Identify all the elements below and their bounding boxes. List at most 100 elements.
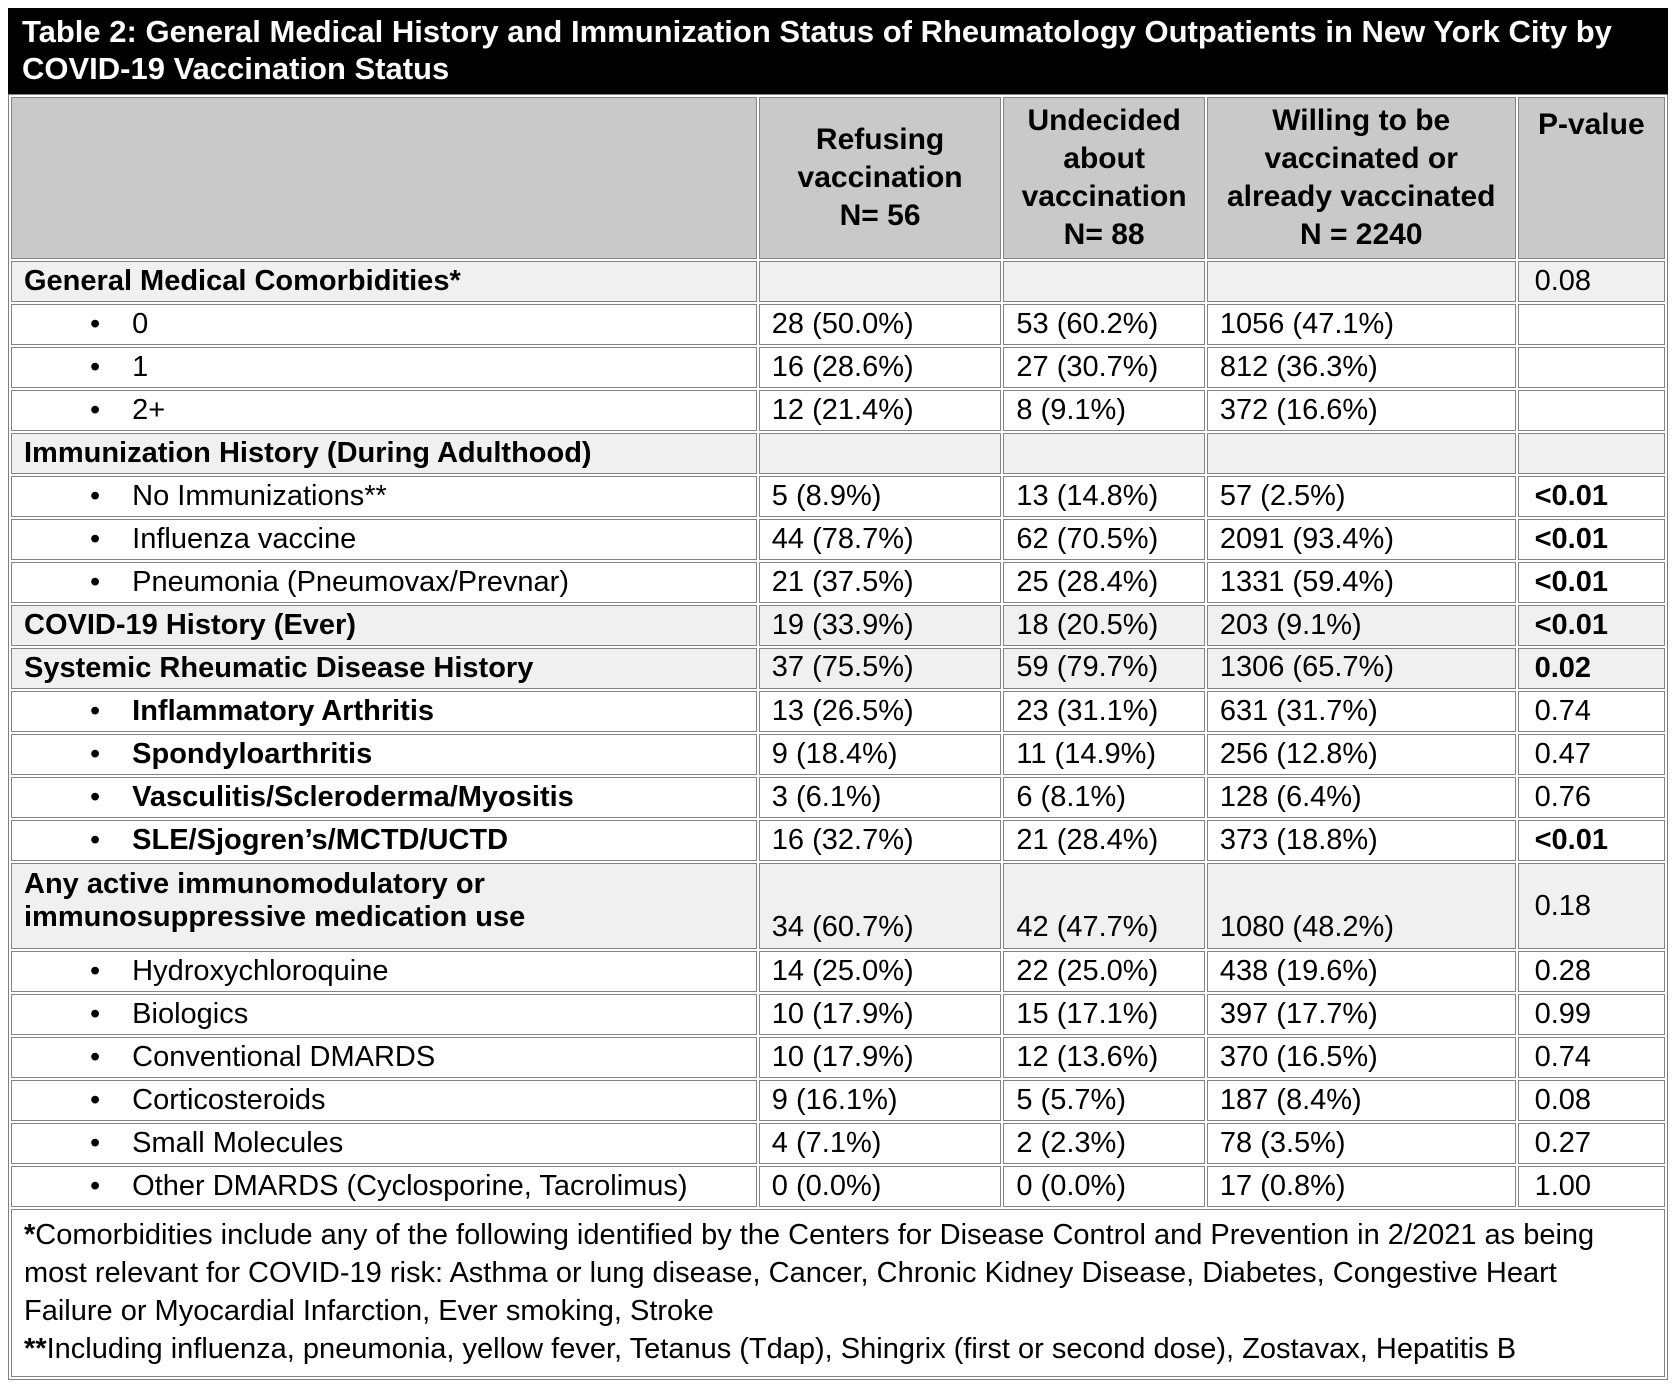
p-value-cell: 0.08 bbox=[1517, 261, 1665, 302]
value-cell: 59 (79.7%) bbox=[1003, 648, 1205, 689]
value-cell bbox=[1206, 261, 1516, 302]
bullet-icon: • bbox=[90, 394, 101, 426]
row-label: • SLE/Sjogren’s/MCTD/UCTD bbox=[11, 820, 757, 861]
row-label-text: 2+ bbox=[132, 394, 166, 426]
row-label-text: No Immunizations** bbox=[132, 480, 387, 512]
value-cell: 53 (60.2%) bbox=[1003, 304, 1205, 345]
row-label-text: Systemic Rheumatic Disease History bbox=[24, 652, 534, 684]
table-row: • 0 28 (50.0%) 53 (60.2%) 1056 (47.1%) bbox=[11, 304, 1665, 345]
value-cell: 1080 (48.2%) bbox=[1206, 863, 1516, 949]
header-cell-refusing: Refusing vaccination N= 56 bbox=[758, 97, 1002, 259]
bullet-icon: • bbox=[90, 308, 101, 340]
footnote-row: *Comorbidities include any of the follow… bbox=[11, 1209, 1665, 1377]
value-cell: 15 (17.1%) bbox=[1003, 994, 1205, 1035]
footnote-marker: * bbox=[24, 1219, 36, 1251]
value-cell bbox=[758, 433, 1002, 474]
table-row: Immunization History (During Adulthood) bbox=[11, 433, 1665, 474]
row-label-text: Inflammatory Arthritis bbox=[132, 695, 435, 727]
value-cell: 812 (36.3%) bbox=[1206, 347, 1516, 388]
footnote-comorbidities: *Comorbidities include any of the follow… bbox=[24, 1216, 1652, 1330]
value-cell: 370 (16.5%) bbox=[1206, 1037, 1516, 1078]
bullet-icon: • bbox=[90, 1170, 101, 1202]
value-cell: 12 (13.6%) bbox=[1003, 1037, 1205, 1078]
value-cell: 21 (28.4%) bbox=[1003, 820, 1205, 861]
header-cell-pvalue: P-value bbox=[1517, 97, 1665, 259]
table-title: Table 2: General Medical History and Imm… bbox=[8, 8, 1668, 94]
value-cell: 21 (37.5%) bbox=[758, 562, 1002, 603]
p-value-cell: <0.01 bbox=[1517, 605, 1665, 646]
p-value-cell bbox=[1517, 433, 1665, 474]
bullet-icon: • bbox=[90, 998, 101, 1030]
value-cell: 5 (5.7%) bbox=[1003, 1080, 1205, 1121]
value-cell: 128 (6.4%) bbox=[1206, 777, 1516, 818]
value-cell bbox=[1003, 433, 1205, 474]
value-cell: 57 (2.5%) bbox=[1206, 476, 1516, 517]
value-cell: 19 (33.9%) bbox=[758, 605, 1002, 646]
medical-history-table: Refusing vaccination N= 56 Undecided abo… bbox=[8, 94, 1668, 1380]
row-label: • 0 bbox=[11, 304, 757, 345]
row-label: • Conventional DMARDS bbox=[11, 1037, 757, 1078]
row-label: Systemic Rheumatic Disease History bbox=[11, 648, 757, 689]
row-label-text: SLE/Sjogren’s/MCTD/UCTD bbox=[132, 824, 509, 856]
table-row: • Conventional DMARDS 10 (17.9%) 12 (13.6%)… bbox=[11, 1037, 1665, 1078]
row-label-text: Hydroxychloroquine bbox=[132, 955, 389, 987]
value-cell: 13 (14.8%) bbox=[1003, 476, 1205, 517]
p-value-cell: <0.01 bbox=[1517, 562, 1665, 603]
p-value-cell: 0.27 bbox=[1517, 1123, 1665, 1164]
value-cell: 13 (26.5%) bbox=[758, 691, 1002, 732]
p-value-cell: 0.28 bbox=[1517, 951, 1665, 992]
row-label-text: Conventional DMARDS bbox=[132, 1041, 436, 1073]
table-row: Any active immunomodulatory or immunosup… bbox=[11, 863, 1665, 949]
p-value-cell: 0.74 bbox=[1517, 1037, 1665, 1078]
value-cell: 6 (8.1%) bbox=[1003, 777, 1205, 818]
p-value-cell: 0.74 bbox=[1517, 691, 1665, 732]
footnote-marker: ** bbox=[24, 1333, 47, 1365]
value-cell: 203 (9.1%) bbox=[1206, 605, 1516, 646]
value-cell: 438 (19.6%) bbox=[1206, 951, 1516, 992]
p-value-cell: 0.18 bbox=[1517, 863, 1665, 949]
value-cell bbox=[758, 261, 1002, 302]
value-cell: 27 (30.7%) bbox=[1003, 347, 1205, 388]
bullet-icon: • bbox=[90, 351, 101, 383]
value-cell: 5 (8.9%) bbox=[758, 476, 1002, 517]
bullet-icon: • bbox=[90, 480, 101, 512]
p-value-cell: 0.99 bbox=[1517, 994, 1665, 1035]
row-label-text: Small Molecules bbox=[132, 1127, 344, 1159]
bullet-icon: • bbox=[90, 523, 101, 555]
row-label-text: Corticosteroids bbox=[132, 1084, 326, 1116]
value-cell: 397 (17.7%) bbox=[1206, 994, 1516, 1035]
bullet-icon: • bbox=[90, 695, 101, 727]
p-value-cell: 0.08 bbox=[1517, 1080, 1665, 1121]
table-row: • Pneumonia (Pneumovax/Prevnar) 21 (37.5%)… bbox=[11, 562, 1665, 603]
p-value-cell: <0.01 bbox=[1517, 820, 1665, 861]
table-row: • 1 16 (28.6%) 27 (30.7%) 812 (36.3%) bbox=[11, 347, 1665, 388]
value-cell: 34 (60.7%) bbox=[758, 863, 1002, 949]
table-row: • Inflammatory Arthritis 13 (26.5%) 23 (31.… bbox=[11, 691, 1665, 732]
row-label-text: Vasculitis/Scleroderma/Myositis bbox=[132, 781, 574, 813]
row-label-text: Spondyloarthritis bbox=[132, 738, 373, 770]
value-cell: 12 (21.4%) bbox=[758, 390, 1002, 431]
footnotes: *Comorbidities include any of the follow… bbox=[11, 1209, 1665, 1377]
bullet-icon: • bbox=[90, 1127, 101, 1159]
row-label-text: Any active immunomodulatory or immunosup… bbox=[24, 868, 526, 933]
row-label: • Other DMARDS (Cyclosporine, Tacrolimus) bbox=[11, 1166, 757, 1207]
row-label: Immunization History (During Adulthood) bbox=[11, 433, 757, 474]
value-cell: 1306 (65.7%) bbox=[1206, 648, 1516, 689]
p-value-cell: 0.47 bbox=[1517, 734, 1665, 775]
table-footer: *Comorbidities include any of the follow… bbox=[11, 1209, 1665, 1377]
header-cell-undecided: Undecided about vaccination N= 88 bbox=[1003, 97, 1205, 259]
header-cell-willing: Willing to be vaccinated or already vacc… bbox=[1206, 97, 1516, 259]
table-row: • Influenza vaccine 44 (78.7%) 62 (70.5%) 20… bbox=[11, 519, 1665, 560]
value-cell: 25 (28.4%) bbox=[1003, 562, 1205, 603]
table-row: • 2+ 12 (21.4%) 8 (9.1%) 372 (16.6%) bbox=[11, 390, 1665, 431]
value-cell: 0 (0.0%) bbox=[758, 1166, 1002, 1207]
value-cell: 2 (2.3%) bbox=[1003, 1123, 1205, 1164]
value-cell: 0 (0.0%) bbox=[1003, 1166, 1205, 1207]
footnote-text: Comorbidities include any of the followi… bbox=[24, 1219, 1595, 1327]
value-cell: 62 (70.5%) bbox=[1003, 519, 1205, 560]
value-cell: 42 (47.7%) bbox=[1003, 863, 1205, 949]
p-value-cell bbox=[1517, 390, 1665, 431]
row-label-text: Other DMARDS (Cyclosporine, Tacrolimus) bbox=[132, 1170, 688, 1202]
value-cell: 373 (18.8%) bbox=[1206, 820, 1516, 861]
p-value-cell: <0.01 bbox=[1517, 476, 1665, 517]
